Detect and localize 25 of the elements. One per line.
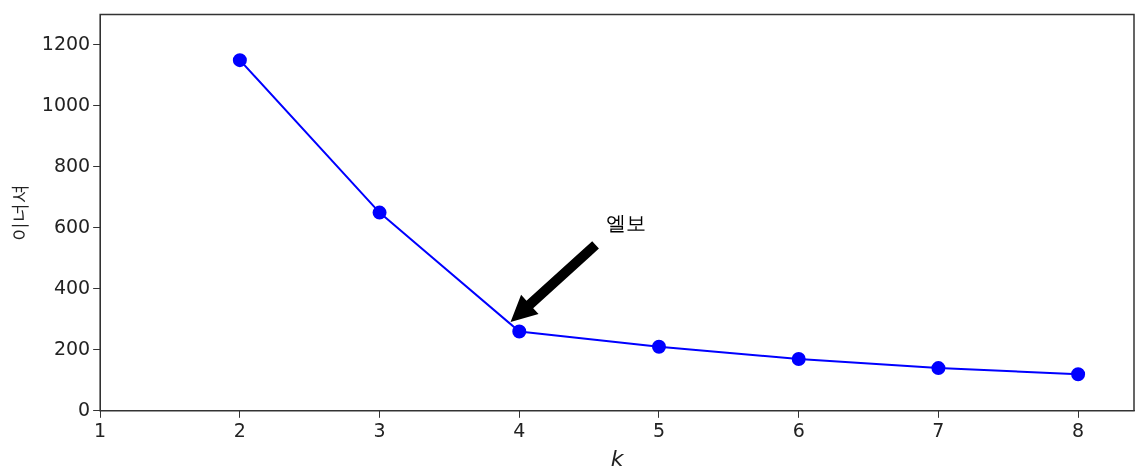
- x-tick-label: 3: [373, 419, 386, 442]
- y-tick-label: 200: [53, 336, 91, 359]
- point: [791, 351, 806, 366]
- point: [651, 339, 666, 354]
- point: [232, 53, 247, 68]
- x-tick-label: 4: [513, 419, 526, 442]
- point: [372, 205, 387, 220]
- point: [1071, 367, 1086, 382]
- y-tick-label: 400: [53, 275, 91, 298]
- x-tick-label: 8: [1072, 419, 1085, 442]
- y-tick-label: 800: [53, 153, 91, 176]
- y-tick-label: 1000: [41, 92, 91, 115]
- y-tick-label: 0: [78, 397, 91, 420]
- x-tick-label: 5: [652, 419, 666, 442]
- point: [931, 361, 946, 376]
- x-tick-label: 2: [233, 419, 246, 442]
- point: [512, 324, 527, 339]
- y-tick-label: 1200: [41, 31, 91, 54]
- x-axis-title: k: [610, 445, 625, 471]
- x-tick-label: 1: [94, 419, 107, 442]
- x-tick-label: 6: [792, 419, 805, 442]
- annotation: 엘보: [605, 211, 646, 236]
- y-axis-title: 이너셔: [8, 184, 31, 242]
- y-tick-label: 600: [53, 214, 91, 237]
- x-tick-label: 7: [932, 419, 945, 442]
